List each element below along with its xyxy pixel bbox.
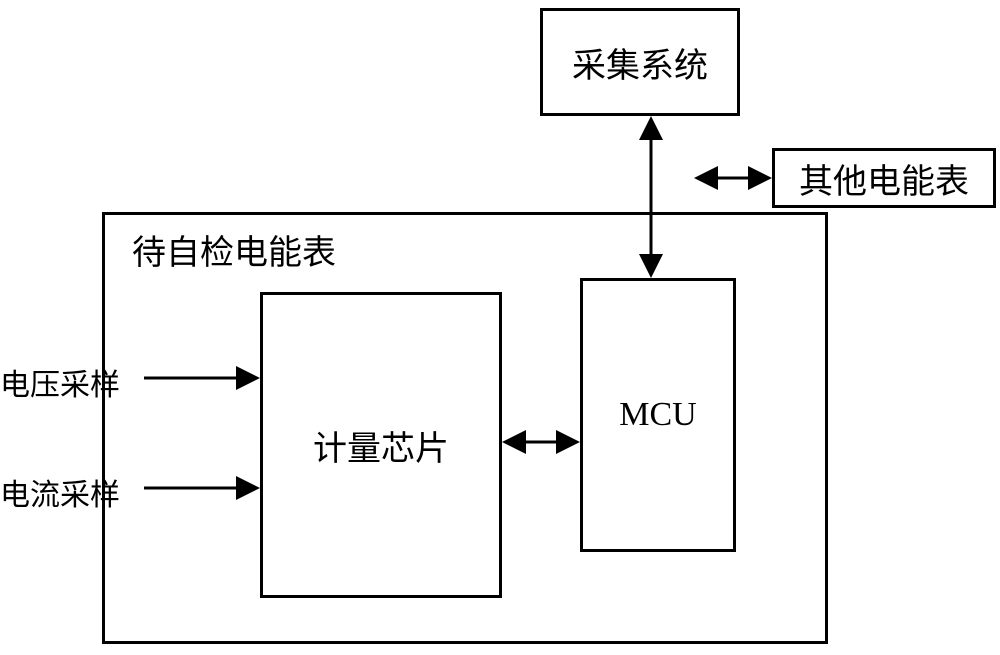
diagram-arrows	[0, 0, 1000, 655]
